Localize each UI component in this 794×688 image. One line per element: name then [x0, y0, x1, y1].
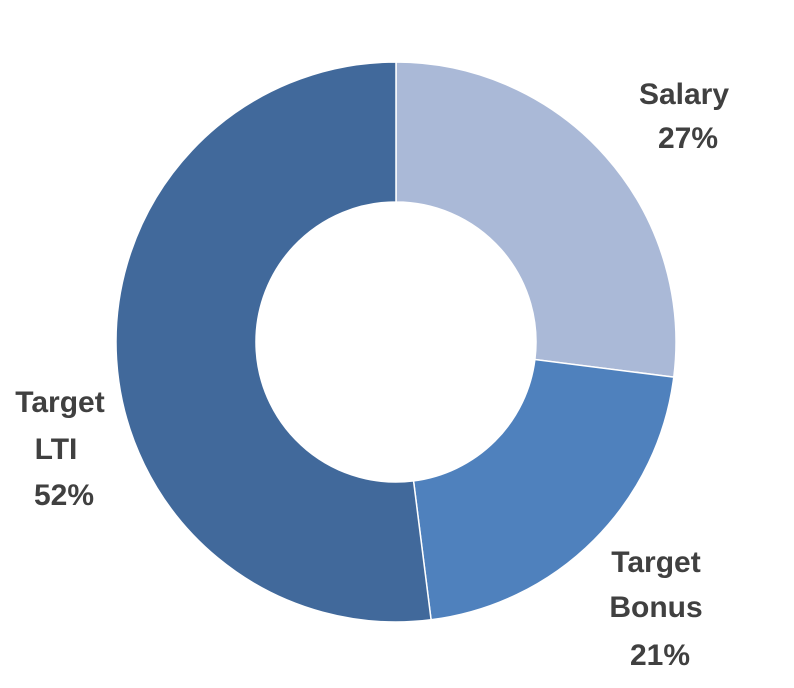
- slice-label-salary-line-1: Salary: [639, 78, 729, 111]
- slice-label-target-bonus: Target Bonus 21%: [609, 546, 702, 672]
- slice-label-target-bonus-line-2: Bonus: [609, 591, 702, 624]
- donut-slice-salary: [395, 61, 677, 378]
- slice-label-salary-pct: 27%: [658, 122, 718, 155]
- slice-label-target-bonus-pct: 21%: [630, 639, 690, 672]
- slice-label-target-lti-line-2: LTI: [35, 433, 78, 466]
- donut-slice-target-lti: [115, 61, 432, 623]
- donut-slice-target-bonus: [412, 358, 675, 621]
- slice-label-target-bonus-line-1: Target: [611, 546, 700, 579]
- slice-label-salary: Salary 27%: [639, 78, 729, 155]
- slice-label-target-lti-pct: 52%: [34, 479, 94, 512]
- slice-label-target-lti-line-1: Target: [15, 386, 104, 419]
- slice-label-target-lti: Target LTI 52%: [15, 386, 104, 512]
- donut-slices: [115, 61, 677, 623]
